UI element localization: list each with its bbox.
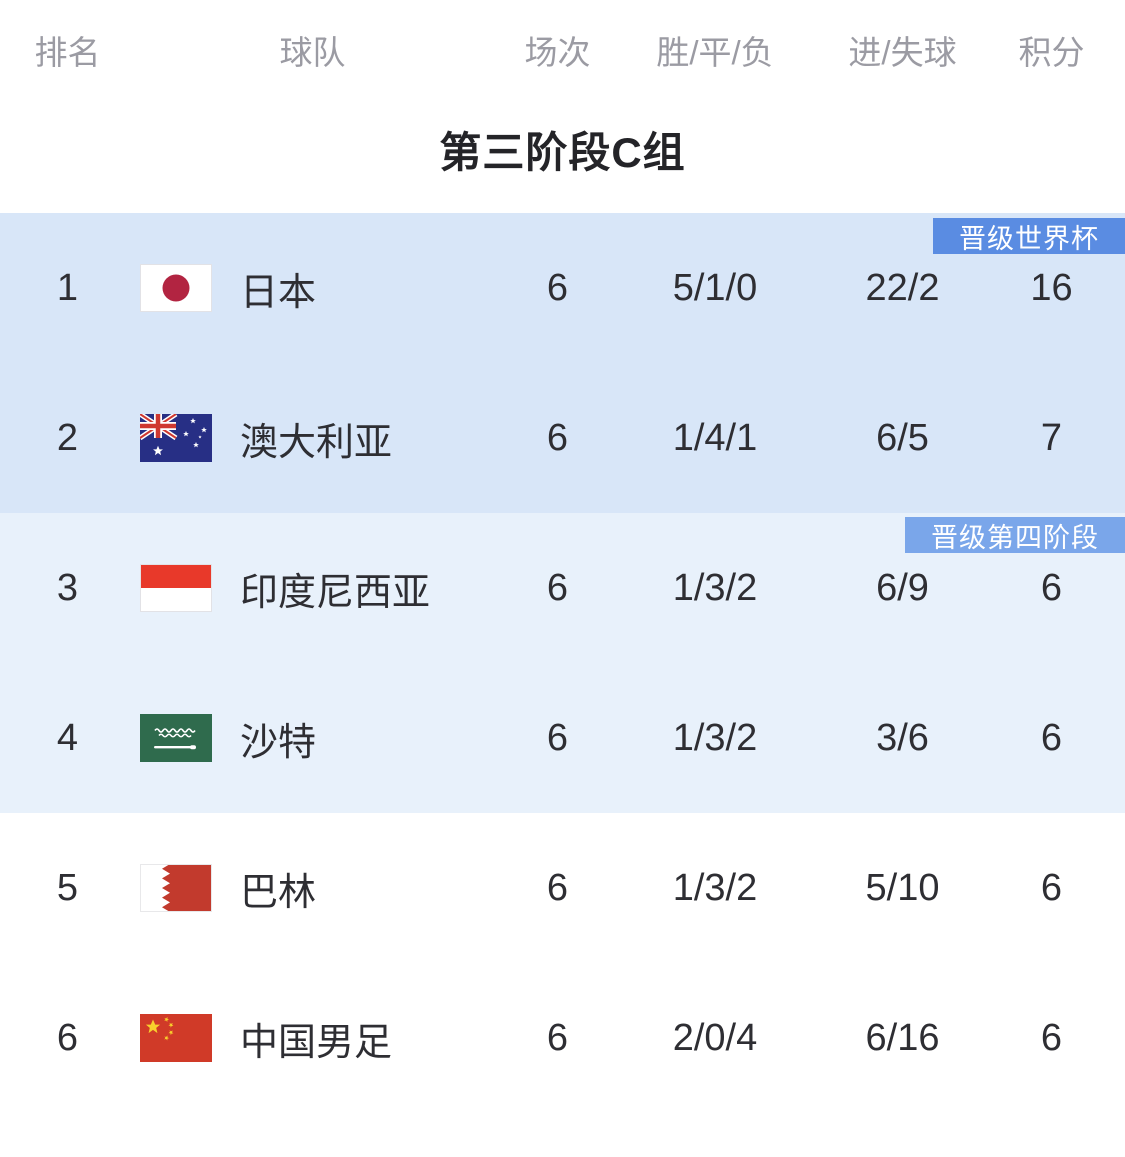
matches-cell: 6 bbox=[546, 566, 569, 609]
wdl-cell: 1/3/2 bbox=[672, 866, 758, 909]
rank-cell: 6 bbox=[56, 1016, 79, 1059]
points-cell: 7 bbox=[1040, 416, 1063, 459]
team-name: 沙特 bbox=[240, 721, 317, 764]
section-world-cup: 晋级世界杯 1 日本 6 5/1/0 22/2 16 2 bbox=[0, 213, 1125, 513]
points-cell: 6 bbox=[1040, 1016, 1063, 1059]
header-goals: 进/失球 bbox=[848, 34, 957, 71]
team-name: 巴林 bbox=[240, 871, 317, 914]
table-row[interactable]: 6 中国男足 6 2/0/4 6/16 6 bbox=[0, 963, 1125, 1113]
rank-cell: 4 bbox=[56, 716, 79, 759]
matches-cell: 6 bbox=[546, 1016, 569, 1059]
header-rank: 排名 bbox=[34, 34, 101, 71]
japan-flag-icon bbox=[135, 264, 240, 312]
goals-cell: 6/9 bbox=[876, 566, 929, 609]
points-cell: 6 bbox=[1040, 866, 1063, 909]
team-name: 印度尼西亚 bbox=[240, 571, 431, 614]
header-wdl: 胜/平/负 bbox=[656, 34, 774, 71]
wdl-cell: 1/3/2 bbox=[672, 716, 758, 759]
goals-cell: 5/10 bbox=[865, 866, 940, 909]
world-cup-qualification-badge: 晋级世界杯 bbox=[933, 218, 1125, 254]
table-header: 排名 球队 场次 胜/平/负 进/失球 积分 bbox=[0, 0, 1125, 71]
table-row[interactable]: 4 沙特 6 1/3/2 3/6 6 bbox=[0, 663, 1125, 813]
indonesia-flag-icon bbox=[135, 564, 240, 612]
points-cell: 6 bbox=[1040, 566, 1063, 609]
bahrain-flag-icon bbox=[135, 864, 240, 912]
table-row[interactable]: 2 澳大利亚 6 1/4/1 6/5 7 bbox=[0, 363, 1125, 513]
wdl-cell: 2/0/4 bbox=[672, 1016, 758, 1059]
team-name: 中国男足 bbox=[240, 1021, 393, 1064]
points-cell: 6 bbox=[1040, 716, 1063, 759]
wdl-cell: 1/3/2 bbox=[672, 566, 758, 609]
matches-cell: 6 bbox=[546, 266, 569, 309]
rank-cell: 1 bbox=[56, 266, 79, 309]
wdl-cell: 1/4/1 bbox=[672, 416, 758, 459]
section-fourth-stage: 晋级第四阶段 3 印度尼西亚 6 1/3/2 6/9 6 4 bbox=[0, 513, 1125, 813]
australia-flag-icon bbox=[135, 414, 240, 462]
table-row[interactable]: 1 日本 6 5/1/0 22/2 16 bbox=[0, 213, 1125, 363]
table-row[interactable]: 5 巴林 6 1/3/2 5/10 6 bbox=[0, 813, 1125, 963]
section-eliminated: 5 巴林 6 1/3/2 5/10 6 6 bbox=[0, 813, 1125, 1157]
goals-cell: 6/16 bbox=[865, 1016, 940, 1059]
team-name: 澳大利亚 bbox=[240, 421, 393, 464]
goals-cell: 3/6 bbox=[876, 716, 929, 759]
goals-cell: 6/5 bbox=[876, 416, 929, 459]
header-points: 积分 bbox=[1018, 34, 1085, 71]
china-flag-icon bbox=[135, 1014, 240, 1062]
rank-cell: 5 bbox=[56, 866, 79, 909]
group-title: 第三阶段C组 bbox=[439, 129, 686, 176]
table-row[interactable]: 3 印度尼西亚 6 1/3/2 6/9 6 bbox=[0, 513, 1125, 663]
fourth-stage-qualification-badge: 晋级第四阶段 bbox=[905, 517, 1125, 553]
rank-cell: 2 bbox=[56, 416, 79, 459]
header-team: 球队 bbox=[279, 34, 346, 71]
matches-cell: 6 bbox=[546, 716, 569, 759]
matches-cell: 6 bbox=[546, 866, 569, 909]
matches-cell: 6 bbox=[546, 416, 569, 459]
rank-cell: 3 bbox=[56, 566, 79, 609]
points-cell: 16 bbox=[1030, 266, 1073, 309]
header-matches: 场次 bbox=[524, 34, 591, 71]
goals-cell: 22/2 bbox=[865, 266, 940, 309]
saudi-arabia-flag-icon bbox=[135, 714, 240, 762]
team-name: 日本 bbox=[240, 271, 317, 314]
wdl-cell: 5/1/0 bbox=[672, 266, 758, 309]
